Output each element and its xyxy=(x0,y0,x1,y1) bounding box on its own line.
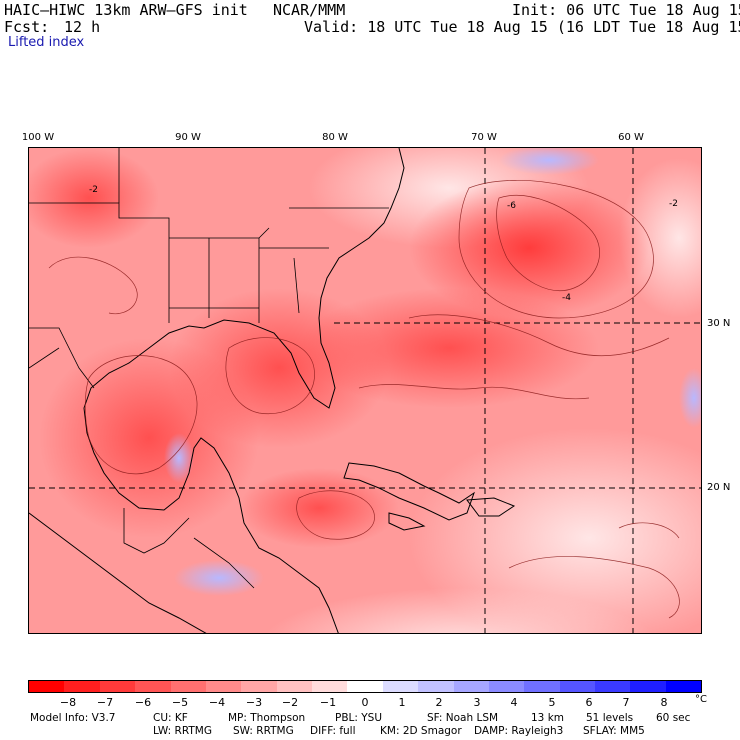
lat-label-30n: 30 N xyxy=(707,318,731,329)
field-blue-yucatan xyxy=(164,433,194,483)
cbar-tick: −7 xyxy=(96,696,114,709)
footer-mp: MP: Thompson xyxy=(228,712,306,724)
cbar-tick: −8 xyxy=(59,696,77,709)
cbar-unit: °C xyxy=(695,694,707,705)
footer-sw: SW: RRTMG xyxy=(233,725,294,737)
cbar-tick: −3 xyxy=(245,696,263,709)
cbar-tick: 7 xyxy=(622,696,630,709)
contour-label-2: -6 xyxy=(507,201,516,211)
cbar-tick: 5 xyxy=(548,696,556,709)
field-blue-north xyxy=(499,148,599,175)
footer-cu: CU: KF xyxy=(153,712,188,724)
fcst-value: 12 h xyxy=(64,18,101,36)
colorbar-swatch xyxy=(453,681,489,692)
cbar-tick: 6 xyxy=(585,696,593,709)
field-blue-centralamerica xyxy=(174,560,264,596)
lon-label-100w: 100 W xyxy=(21,132,55,143)
field-core-central xyxy=(299,288,599,408)
contour-label-1: -2 xyxy=(89,185,98,195)
colorbar-swatch xyxy=(524,681,560,692)
field-blue-east xyxy=(679,368,701,428)
cbar-tick: −6 xyxy=(134,696,152,709)
colorbar-swatch xyxy=(29,681,65,692)
footer-lw: LW: RRTMG xyxy=(153,725,212,737)
colorbar-swatch xyxy=(64,681,100,692)
cbar-tick: 1 xyxy=(398,696,406,709)
footer-sf: SF: Noah LSM xyxy=(427,712,499,724)
init-time: Init: 06 UTC Tue 18 Aug 15 xyxy=(512,1,740,19)
field-light-se xyxy=(409,428,701,633)
cbar-tick: −4 xyxy=(208,696,226,709)
colorbar-swatch xyxy=(418,681,454,692)
graticule xyxy=(29,148,701,633)
cbar-tick: 0 xyxy=(361,696,369,709)
footer-timestep: 60 sec xyxy=(656,712,691,724)
contour-label-3: -4 xyxy=(562,293,571,303)
colorbar xyxy=(28,680,702,693)
cbar-tick: −5 xyxy=(171,696,189,709)
colorbar-swatch xyxy=(559,681,595,692)
valid-time: Valid: 18 UTC Tue 18 Aug 15 (16 LDT Tue … xyxy=(304,18,740,36)
colorbar-swatch xyxy=(630,681,666,692)
cbar-tick: 3 xyxy=(473,696,481,709)
lon-label-60w: 60 W xyxy=(618,132,644,143)
footer-res: 13 km xyxy=(531,712,565,724)
lat-label-20n: 20 N xyxy=(707,482,731,493)
colorbar-swatch xyxy=(135,681,171,692)
lon-label-90w: 90 W xyxy=(175,132,201,143)
cbar-tick: 2 xyxy=(435,696,443,709)
colorbar-swatch xyxy=(665,681,702,692)
footer-model-info: Model Info: V3.7 xyxy=(30,712,116,724)
map-svg: -2 -6 -4 -2 xyxy=(29,148,701,633)
colorbar-swatch xyxy=(347,681,383,692)
fcst-label: Fcst: xyxy=(4,18,50,36)
coastline xyxy=(29,148,516,633)
colorbar-swatch xyxy=(312,681,348,692)
cbar-tick: 4 xyxy=(510,696,518,709)
contour-label-4: -2 xyxy=(669,199,678,209)
footer-sflay: SFLAY: MM5 xyxy=(583,725,645,737)
footer-diff: DIFF: full xyxy=(310,725,356,737)
footer-km: KM: 2D Smagor xyxy=(380,725,462,737)
cbar-tick: −1 xyxy=(319,696,337,709)
lifted-index-map: -2 -6 -4 -2 xyxy=(28,147,702,634)
model-title: HAIC–HIWC 13km ARW–GFS init xyxy=(4,1,248,19)
colorbar-swatch xyxy=(99,681,136,692)
cbar-tick: 8 xyxy=(660,696,668,709)
center-label: NCAR/MMM xyxy=(273,1,346,19)
lon-label-70w: 70 W xyxy=(471,132,497,143)
colorbar-swatch xyxy=(382,681,419,692)
field-core-caribbean xyxy=(239,468,399,548)
colorbar-swatch xyxy=(205,681,242,692)
footer-damp: DAMP: Rayleigh3 xyxy=(474,725,564,737)
borders xyxy=(29,148,389,589)
cbar-tick: −2 xyxy=(281,696,299,709)
colorbar-swatch xyxy=(276,681,312,692)
colorbar-swatch xyxy=(488,681,525,692)
field-light-s xyxy=(265,588,653,633)
footer-pbl: PBL: YSU xyxy=(335,712,383,724)
contours xyxy=(48,179,680,619)
field-core-nw xyxy=(29,148,159,248)
lon-label-80w: 80 W xyxy=(322,132,348,143)
field-core-atlantic xyxy=(409,178,649,318)
field-light-ne xyxy=(619,158,701,318)
colorbar-swatch xyxy=(241,681,277,692)
footer-levels: 51 levels xyxy=(586,712,634,724)
colorbar-swatch xyxy=(595,681,631,692)
colorbar-swatch xyxy=(170,681,206,692)
field-name: Lifted index xyxy=(8,35,85,50)
